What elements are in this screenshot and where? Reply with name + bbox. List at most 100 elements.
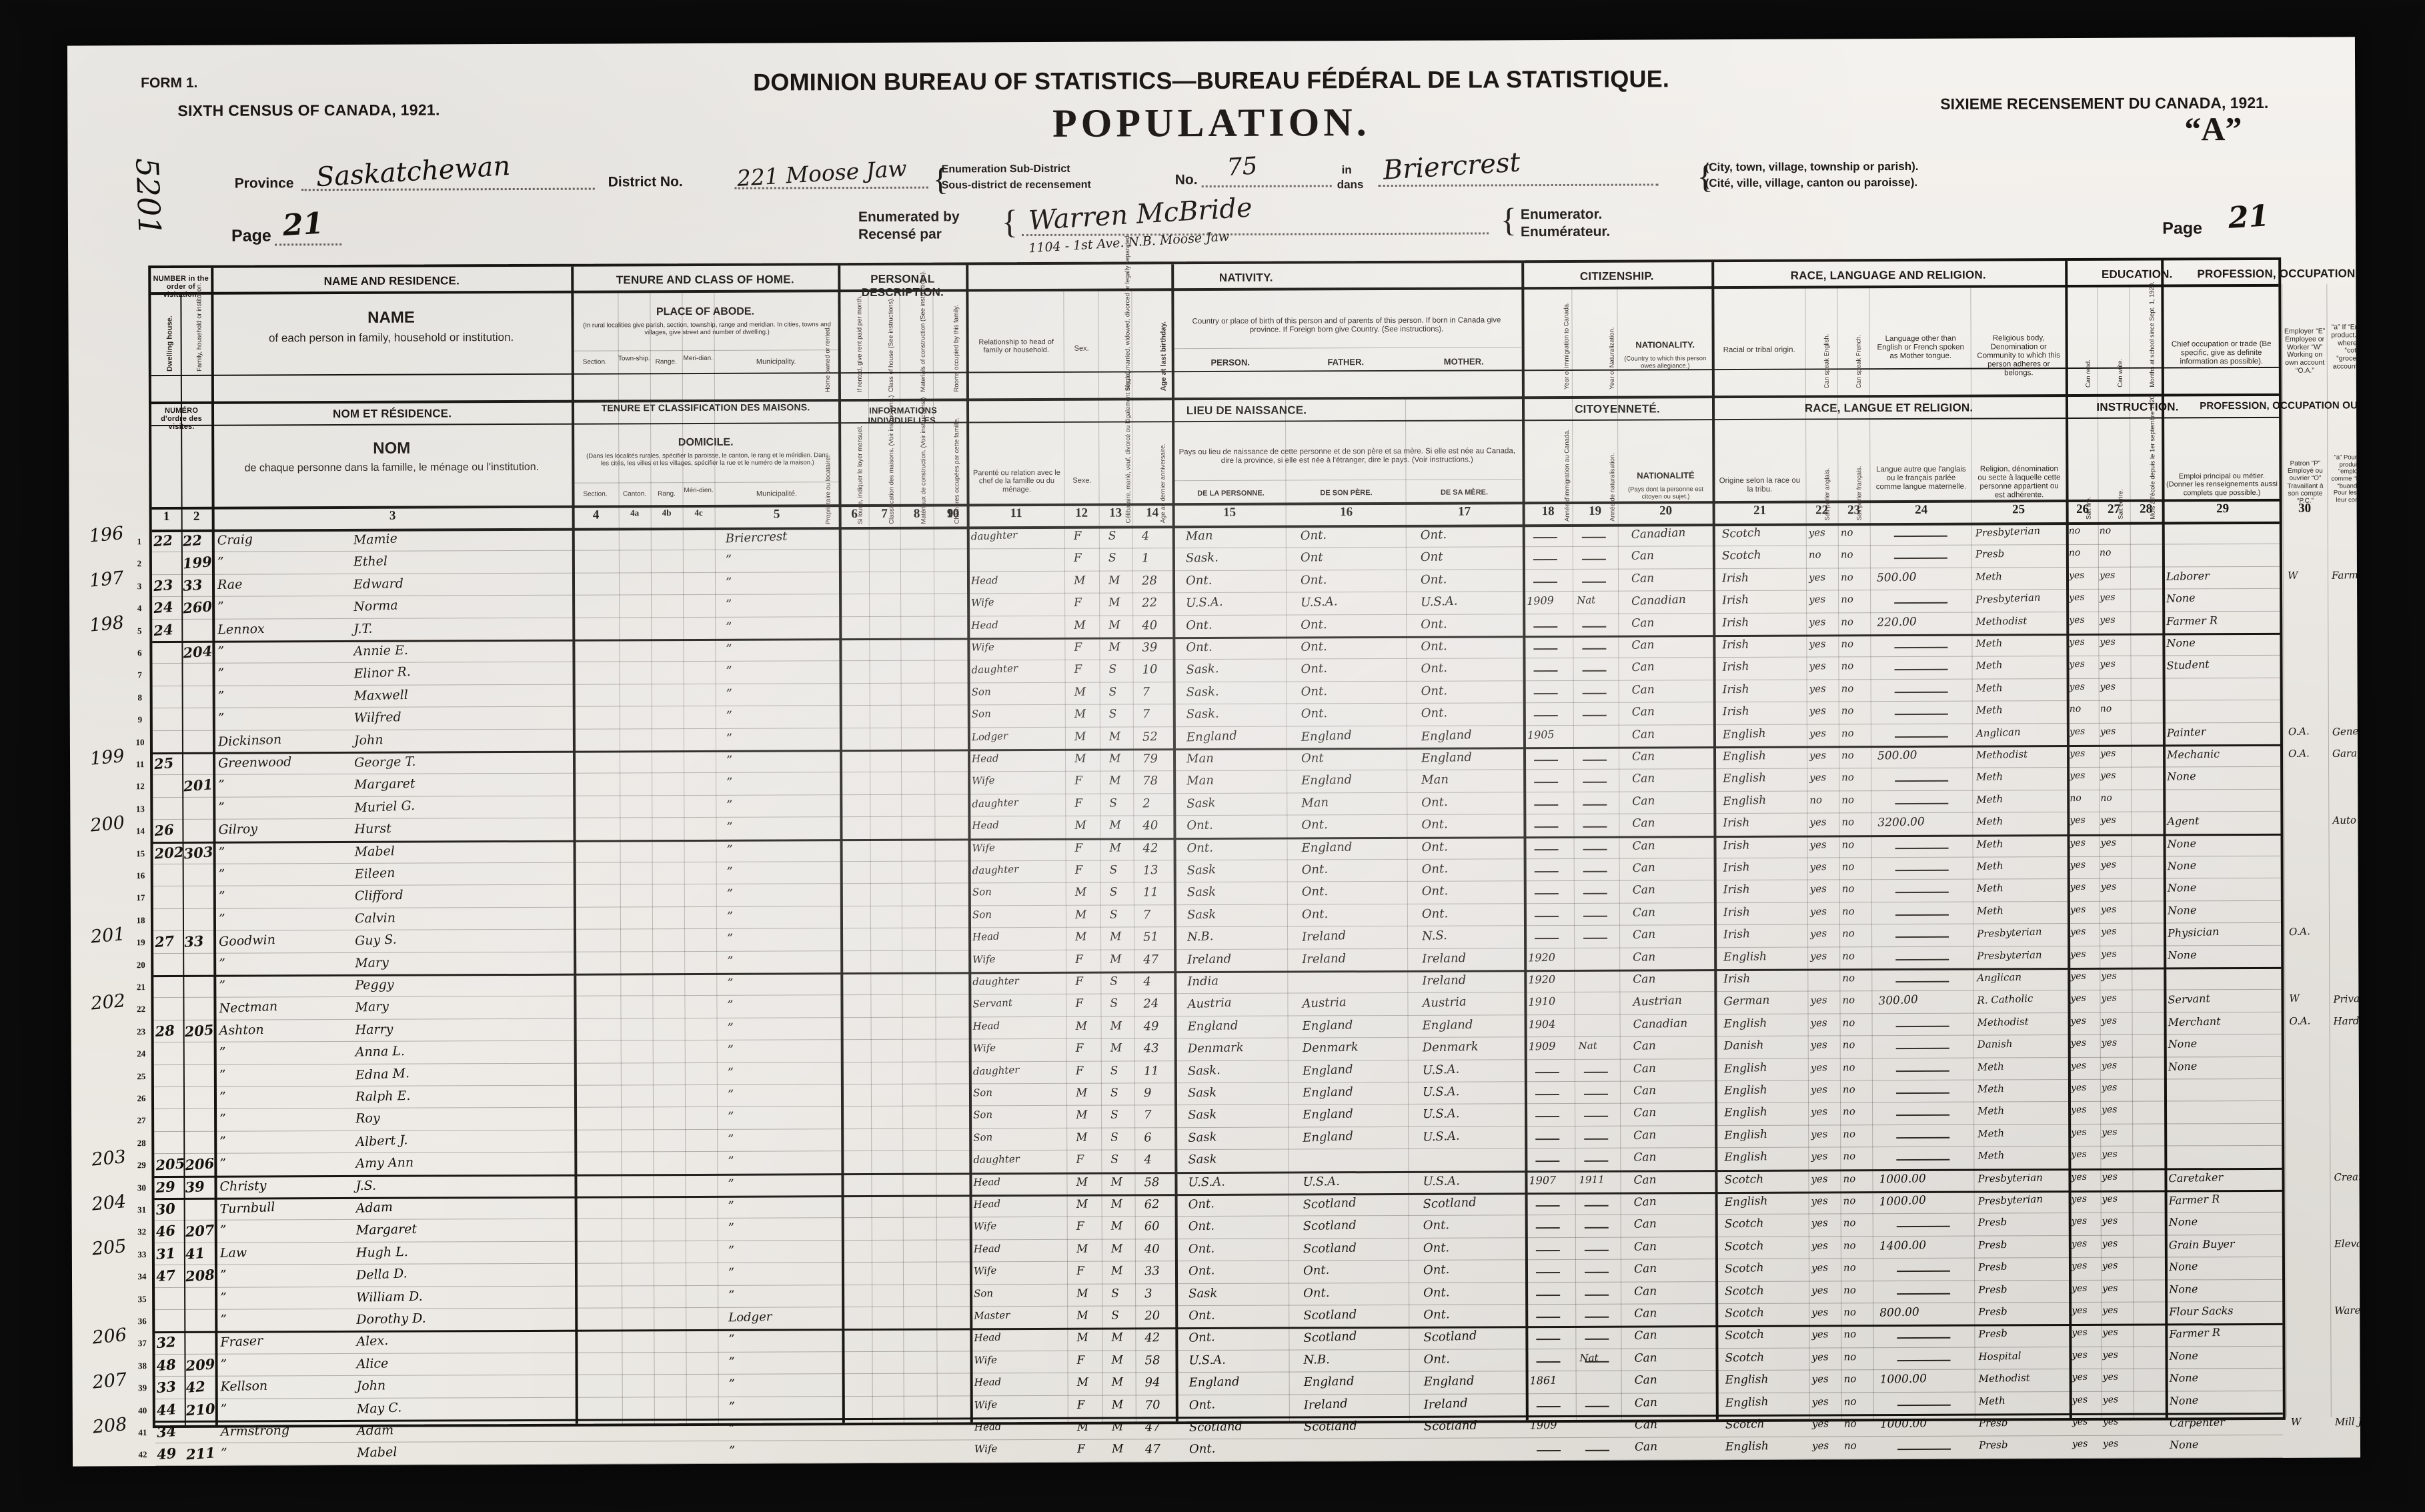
abode-sub-en: (In rural localities give parish, sectio… [583, 321, 831, 336]
cell-occ: None [2168, 1059, 2198, 1073]
cell-mother: Ont. [1420, 572, 1447, 587]
cell-fr: no [1843, 1395, 1857, 1408]
blank-dash [1582, 692, 1607, 694]
cell-fr: no [1843, 1350, 1857, 1363]
cell-eng: yes [1809, 749, 1827, 762]
cell-read: yes [2071, 1149, 2087, 1161]
cell-ms: S [1109, 863, 1118, 877]
dwelling-number: 46 [155, 1222, 176, 1241]
cell-relig: Anglican [1977, 970, 2022, 984]
cell-ms: S [1110, 1063, 1118, 1078]
cell-fr: no [1840, 593, 1854, 606]
cell-write: yes [2101, 1059, 2118, 1071]
enumerator-label-brace: { [1500, 201, 1517, 239]
cell-sex: M [1074, 685, 1086, 699]
cell-father: Scotland [1303, 1241, 1357, 1256]
dwelling-number: 27 [154, 932, 175, 951]
group-race-fr: RACE, LANGUE ET RELIGION. [1804, 401, 1973, 415]
family-number: 33 [182, 576, 203, 594]
cell-rel: daughter [971, 662, 1018, 677]
cell-surname: ” [217, 644, 225, 659]
cell-sex: M [1074, 930, 1087, 944]
line-number: 23 [137, 1026, 146, 1037]
cell-read: yes [2071, 1171, 2088, 1183]
nativity-note-fr: Pays ou lieu de naissance de cette perso… [1178, 447, 1515, 465]
cell-sex: M [1074, 752, 1086, 766]
cell-given: Mamie [353, 531, 398, 548]
cell-birth: Scotland [1188, 1419, 1243, 1435]
cell-write: yes [2101, 1126, 2118, 1139]
cell-birth: Sask [1187, 1108, 1217, 1122]
nativity-note-en: Country or place of birth of this person… [1192, 316, 1501, 334]
cell-read: yes [2072, 1461, 2088, 1466]
cell-mother: U.S.A. [1422, 1062, 1460, 1078]
cell-father: Ont. [1303, 1285, 1330, 1301]
cell-abode: ” [726, 909, 734, 924]
cell-mother: Ont. [1423, 1352, 1451, 1367]
line-number: 5 [137, 625, 142, 636]
cell-read: yes [2072, 1394, 2088, 1406]
line-number: 15 [136, 848, 145, 858]
cell-rel: Son [971, 685, 991, 698]
c13-header-en: Single, married, widowed, divorced or le… [1124, 233, 1132, 392]
cell-age: 51 [1142, 930, 1159, 945]
margin-household-number: 202 [90, 990, 127, 1015]
page-value-right: 21 [2227, 199, 2270, 235]
cell-mother: Ont. [1424, 1463, 1451, 1467]
cell-birth: Ont. [1186, 840, 1214, 856]
cell-mother: U.S.A. [1422, 1128, 1460, 1145]
cell-eng: yes [1810, 1038, 1827, 1051]
cell-sex: M [1076, 1420, 1089, 1434]
cell-birth: Sask. [1186, 706, 1219, 722]
cell-rel: Wife [972, 1042, 996, 1054]
cell-sex: F [1073, 552, 1082, 566]
cell-surname: Armstrong [220, 1423, 290, 1439]
cell-read: yes [2070, 1104, 2087, 1116]
blank-dash [1582, 581, 1607, 583]
cell-given: May C. [356, 1400, 402, 1417]
cell-occ: Farmer R [2168, 1192, 2220, 1207]
cell-nationality: Can [1634, 1351, 1657, 1365]
group-tenure-fr: TENURE ET CLASSIFICATION DES MAISONS. [601, 402, 810, 414]
family-number: 199 [182, 553, 213, 572]
cell-given: Adam [355, 1199, 393, 1216]
cell-father: England [1301, 728, 1353, 744]
cell-race: Scotch [1721, 548, 1761, 563]
cell-write: no [2100, 792, 2113, 804]
cell-birth: Ont. [1186, 618, 1212, 633]
cell-sex: F [1074, 952, 1084, 966]
blank-dash [1896, 1159, 1950, 1161]
column-number-14: 14 [1146, 506, 1159, 520]
column-number-21: 21 [1753, 503, 1767, 518]
blank-dash [1585, 1361, 1609, 1363]
cell-nationality: Can [1634, 1307, 1657, 1321]
cell-eng: yes [1812, 1462, 1829, 1467]
blank-dash [1895, 1025, 1949, 1027]
margin-household-number: 204 [91, 1191, 127, 1215]
row-rule [153, 1078, 2282, 1088]
cell-read: yes [2069, 658, 2086, 670]
c6-header-en: Home owned or rented. [824, 325, 832, 393]
blank-dash [1535, 1249, 1560, 1251]
cell-ms: M [1111, 1353, 1124, 1367]
group-name-residence-fr: NOM ET RÉSIDENCE. [332, 407, 452, 421]
cell-birth: Sask [1186, 885, 1217, 900]
dwelling-number: 32 [155, 1333, 177, 1352]
cell-relig: Presbyterian [1977, 1171, 2044, 1185]
cell-eng: yes [1808, 526, 1826, 540]
abode-sub-fr: (Dans les localités rurales, spécifier l… [586, 452, 829, 468]
cell-rel: Wife [974, 1398, 998, 1411]
cell-race: Scotch [1724, 1239, 1764, 1254]
blank-dash [1895, 1092, 1949, 1094]
row-rule [153, 811, 2281, 820]
cell-father: England [1302, 1128, 1354, 1145]
scan-edge-right [2408, 0, 2425, 1512]
cell-birth: Ont. [1186, 818, 1213, 833]
cell-fr: no [1842, 972, 1855, 984]
cell-relig: Methodist [1975, 614, 2028, 628]
province-value: Saskatchewan [315, 150, 512, 193]
margin-household-number: 197 [88, 567, 125, 592]
margin-household-number: 200 [89, 812, 126, 836]
cell-given: J.T. [353, 621, 373, 636]
cell-given: Calvin [354, 910, 396, 926]
